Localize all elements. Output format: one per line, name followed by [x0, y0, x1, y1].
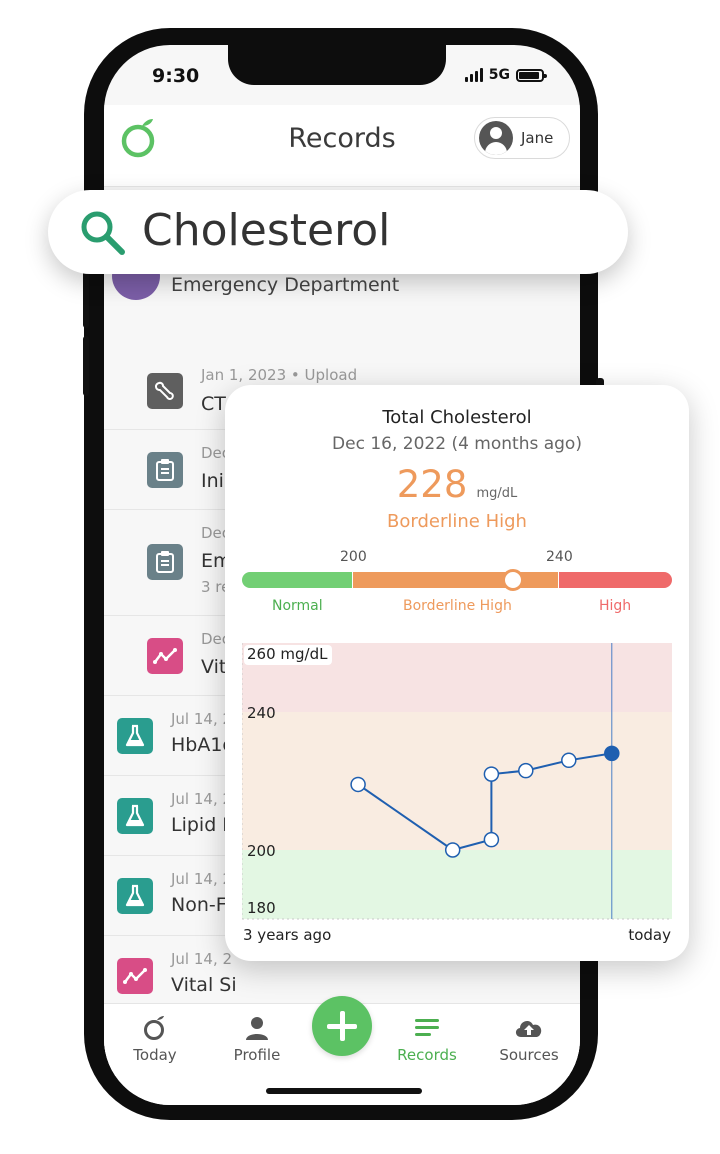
result-date: Dec 16, 2022 (4 months ago) — [332, 434, 582, 454]
x-axis-label-end: today — [628, 926, 671, 944]
record-meta: Jul 14, 2 — [171, 870, 233, 888]
range-segment-borderline — [353, 572, 558, 588]
logo-icon — [144, 1016, 164, 1040]
record-meta: Jul 14, 2 — [171, 790, 233, 808]
flask-icon — [117, 798, 153, 834]
tab-label: Profile — [233, 1046, 281, 1064]
list-icon — [415, 1019, 439, 1036]
avatar — [479, 121, 513, 155]
clipboard-icon — [147, 452, 183, 488]
flask-icon — [117, 718, 153, 754]
x-axis-label-start: 3 years ago — [243, 926, 332, 944]
result-value-group: 228 mg/dL — [225, 463, 689, 506]
range-label-normal: Normal — [272, 598, 323, 614]
record-subtitle: 3 re — [201, 578, 231, 596]
clipboard-icon — [147, 544, 183, 580]
trend-icon — [117, 958, 153, 994]
status-time: 9:30 — [152, 65, 200, 87]
tab-sources[interactable]: Sources — [484, 1014, 574, 1064]
person-icon — [246, 1017, 268, 1040]
data-point — [350, 776, 366, 793]
record-title: HbA1c — [171, 734, 233, 756]
record-meta: Dec — [201, 630, 231, 648]
search-icon — [81, 211, 125, 255]
record-title: Vital Si — [171, 974, 237, 996]
record-meta: Dec — [201, 524, 231, 542]
tab-label: Records — [397, 1046, 457, 1064]
page-title: Records — [288, 123, 396, 154]
data-point — [518, 762, 534, 779]
user-name: Jane — [521, 129, 554, 147]
data-point — [483, 831, 500, 848]
result-status: Borderline High — [387, 511, 527, 532]
tab-today[interactable]: Today — [110, 1014, 200, 1064]
app-header: Records Jane — [104, 105, 580, 187]
search-bar[interactable]: Cholesterol — [48, 190, 628, 274]
range-label-borderline: Borderline High — [403, 598, 512, 614]
cloud-upload-icon — [515, 1021, 542, 1037]
tab-label: Today — [133, 1046, 177, 1064]
tab-profile[interactable]: Profile — [212, 1014, 302, 1064]
volume-up-button — [83, 268, 89, 328]
range-segment-normal — [242, 572, 352, 588]
tab-label: Sources — [499, 1046, 559, 1064]
range-segment-high — [559, 572, 672, 588]
result-title: Total Cholesterol — [382, 407, 532, 428]
record-meta: Jul 14, 2 — [171, 710, 233, 728]
y-label-background — [244, 645, 332, 665]
range-band — [242, 712, 672, 850]
notch — [228, 45, 446, 85]
data-point — [561, 752, 577, 769]
app-logo-icon[interactable] — [120, 117, 158, 159]
record-meta: Dec — [201, 444, 231, 462]
y-tick-label: 200 — [247, 842, 276, 860]
lab-result-card[interactable]: Total Cholesterol Dec 16, 2022 (4 months… — [225, 385, 689, 961]
network-label: 5G — [488, 67, 510, 83]
tab-bar: Today Profile — [104, 996, 580, 1105]
y-tick-label: 180 — [247, 899, 276, 917]
home-indicator — [266, 1088, 422, 1094]
data-point — [604, 745, 620, 762]
flask-icon — [117, 878, 153, 914]
record-title: Non-F — [171, 894, 227, 916]
y-tick-label: 240 — [247, 704, 276, 722]
reference-range-bar — [242, 569, 672, 591]
history-line-chart: 260 mg/dL 240 200 180 — [242, 643, 672, 920]
status-indicators: 5G — [464, 67, 547, 83]
signal-icon — [464, 68, 483, 82]
record-meta: Jan 1, 2023 • Upload — [201, 366, 358, 384]
range-label-high: High — [599, 598, 632, 614]
range-marker — [502, 569, 524, 591]
tab-records[interactable]: Records — [382, 1014, 472, 1064]
record-title: Lipid P — [171, 814, 234, 836]
result-value: 228 — [396, 463, 468, 506]
range-tick: 200 — [340, 549, 367, 565]
user-menu-button[interactable]: Jane — [474, 117, 570, 159]
battery-icon — [516, 68, 547, 82]
bone-icon — [147, 373, 183, 409]
data-point — [483, 766, 500, 782]
volume-down-button — [83, 336, 89, 396]
data-point — [444, 842, 461, 858]
record-title: Vit — [201, 656, 227, 678]
add-record-button[interactable] — [312, 996, 372, 1056]
trend-icon — [147, 638, 183, 674]
encounter-title: Emergency Department — [171, 274, 400, 296]
record-title: Em — [201, 550, 232, 572]
result-unit: mg/dL — [476, 486, 518, 501]
record-title: Ini — [201, 470, 224, 492]
range-tick: 240 — [546, 549, 573, 565]
record-meta: Jul 14, 2 — [171, 950, 233, 968]
range-band — [242, 850, 672, 919]
y-tick-label: 260 mg/dL — [247, 645, 328, 663]
search-query[interactable]: Cholesterol — [142, 205, 391, 256]
